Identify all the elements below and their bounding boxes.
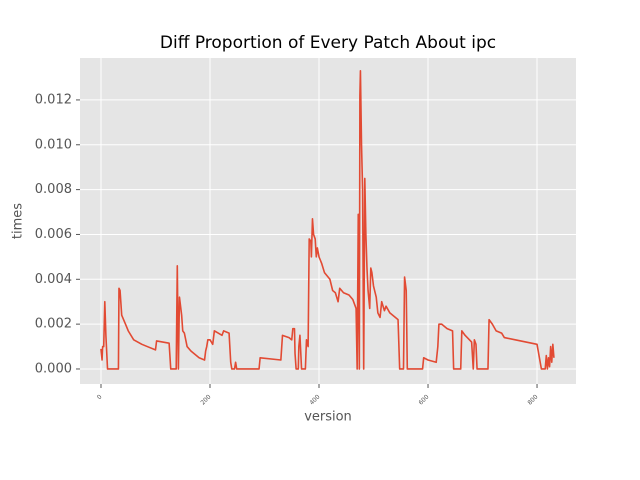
data-line bbox=[100, 69, 555, 370]
x-tick-label: 600 bbox=[417, 393, 430, 406]
y-axis-label: times bbox=[11, 203, 26, 239]
x-tick-label: 800 bbox=[526, 393, 539, 406]
y-tick-label: 0.004 bbox=[35, 272, 72, 287]
y-tick-label: 0.002 bbox=[35, 317, 72, 332]
x-axis-label: version bbox=[304, 410, 352, 425]
plot-area bbox=[100, 69, 555, 370]
plot-background bbox=[80, 58, 576, 384]
x-tick-label: 0 bbox=[96, 393, 104, 401]
chart-title: Diff Proportion of Every Patch About ipc bbox=[160, 33, 496, 53]
y-tick-label: 0.008 bbox=[35, 182, 72, 197]
x-tick-label: 200 bbox=[199, 393, 212, 406]
y-tick-label: 0.006 bbox=[35, 227, 72, 242]
y-tick-label: 0.000 bbox=[35, 361, 72, 376]
y-tick-label: 0.010 bbox=[35, 137, 72, 152]
grid bbox=[80, 58, 576, 384]
x-tick-label: 400 bbox=[308, 393, 321, 406]
y-tick-label: 0.012 bbox=[35, 92, 72, 107]
